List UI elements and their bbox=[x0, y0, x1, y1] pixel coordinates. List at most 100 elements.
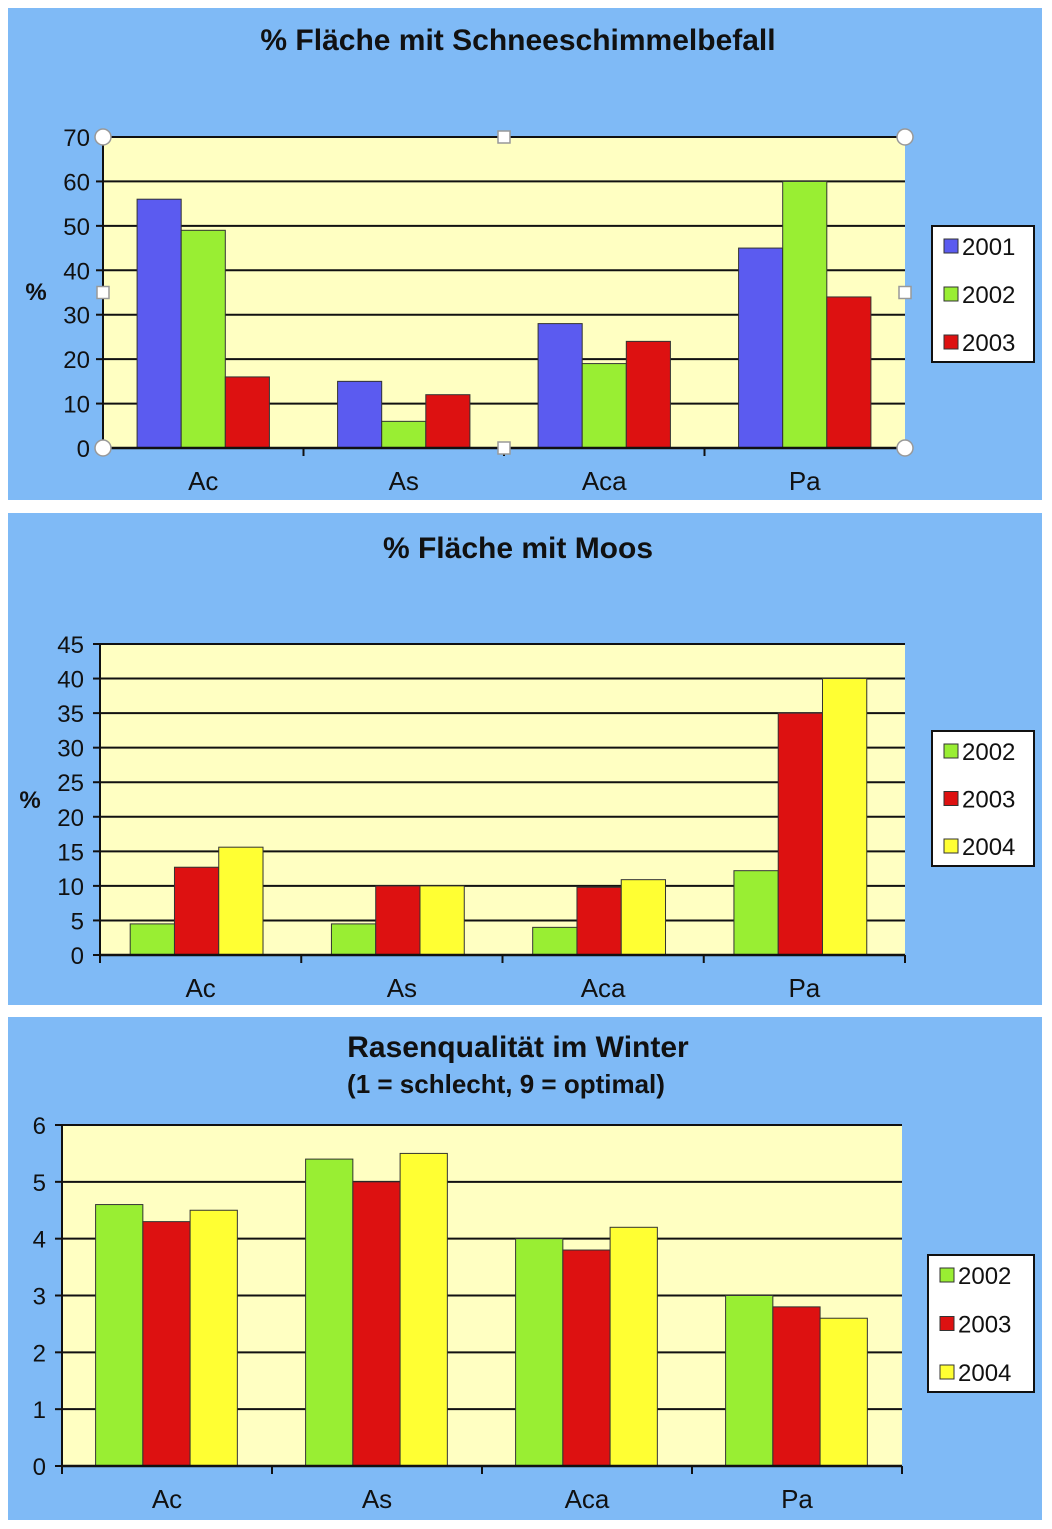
bar-2002-As bbox=[330, 923, 377, 956]
legend-swatch-2004 bbox=[939, 1364, 955, 1380]
y-tick-label: 10 bbox=[63, 392, 90, 419]
y-tick-label: 30 bbox=[57, 736, 84, 763]
legend-swatch-2003 bbox=[943, 791, 959, 806]
legend-swatch-2003 bbox=[939, 1316, 955, 1331]
chart-title: % Fläche mit Schneeschimmelbefall bbox=[260, 24, 775, 57]
y-tick-label: 10 bbox=[57, 874, 84, 901]
y-tick-label: 2 bbox=[33, 1340, 46, 1367]
legend-label: 2004 bbox=[962, 834, 1015, 861]
y-tick-label: 20 bbox=[63, 347, 90, 374]
bar-2002-Aca bbox=[532, 926, 578, 956]
bar-2004-Aca bbox=[620, 879, 667, 956]
x-tick-label: Aca bbox=[581, 973, 626, 1003]
x-tick-label: Pa bbox=[789, 466, 821, 496]
resize-handle bbox=[497, 441, 511, 455]
bar-2004-As bbox=[399, 1152, 448, 1467]
y-tick-label: 6 bbox=[33, 1113, 46, 1140]
bar-2003-Ac bbox=[224, 376, 270, 449]
y-tick-label: 3 bbox=[33, 1284, 46, 1311]
y-tick-label: 20 bbox=[57, 805, 84, 832]
y-tick-label: 60 bbox=[63, 169, 90, 196]
legend-swatch-2004 bbox=[943, 838, 959, 854]
x-tick-label: As bbox=[389, 466, 419, 496]
resize-handle bbox=[896, 439, 914, 457]
y-tick-label: 40 bbox=[63, 258, 90, 285]
bar-2002-Ac bbox=[180, 229, 226, 449]
resize-handle bbox=[96, 285, 110, 300]
legend-swatch-2003 bbox=[943, 334, 959, 350]
legend-label: 2002 bbox=[958, 1263, 1011, 1290]
bar-2004-Aca bbox=[609, 1226, 658, 1467]
legend-swatch-2002 bbox=[943, 286, 959, 302]
chart-title: % Fläche mit Moos bbox=[383, 532, 653, 565]
x-tick-label: Ac bbox=[185, 973, 215, 1003]
x-tick-label: Pa bbox=[781, 1484, 813, 1514]
resize-handle bbox=[898, 285, 912, 300]
bar-2004-Ac bbox=[189, 1209, 238, 1467]
legend-swatch-2001 bbox=[943, 238, 959, 254]
bar-2001-As bbox=[337, 380, 383, 449]
legend-label: 2003 bbox=[958, 1312, 1011, 1339]
bar-2001-Pa bbox=[738, 247, 784, 449]
bar-2002-Ac bbox=[95, 1204, 144, 1467]
y-tick-label: 4 bbox=[33, 1227, 46, 1254]
chart-3: 0 1 2 3 4 5 6 Ac As Aca Pa Rasenqualität im Winter (… bbox=[8, 1017, 1042, 1520]
y-tick-label: 50 bbox=[63, 214, 90, 241]
bar-2002-Pa bbox=[782, 180, 828, 449]
legend-label: 2001 bbox=[962, 234, 1015, 261]
bar-2003-Pa bbox=[826, 296, 872, 449]
y-axis-label: % bbox=[25, 279, 46, 306]
legend-label: 2002 bbox=[962, 282, 1015, 309]
resize-handle bbox=[94, 128, 112, 146]
x-tick-label: As bbox=[387, 973, 417, 1003]
y-tick-label: 70 bbox=[63, 125, 90, 152]
legend-label: 2002 bbox=[962, 739, 1015, 766]
bar-2003-Ac bbox=[142, 1221, 191, 1467]
legend-label: 2003 bbox=[962, 330, 1015, 357]
bar-2003-As bbox=[425, 394, 471, 449]
bar-2002-Pa bbox=[725, 1295, 774, 1467]
resize-handle bbox=[94, 439, 112, 457]
bar-2001-Ac bbox=[136, 198, 182, 449]
chart-2: 0 5 10 15 20 25 30 35 40 45 Ac As Aca Pa % Fläche mit … bbox=[8, 513, 1042, 1005]
y-tick-label: 45 bbox=[57, 632, 84, 659]
bar-2002-As bbox=[381, 420, 427, 449]
legend: 2002 2003 2004 bbox=[927, 1254, 1035, 1393]
y-tick-label: 5 bbox=[33, 1170, 46, 1197]
bar-2003-Ac bbox=[173, 866, 220, 956]
y-tick-label: 0 bbox=[71, 943, 84, 970]
bar-2003-Aca bbox=[625, 340, 671, 449]
y-tick-label: 30 bbox=[63, 303, 90, 330]
bar-2004-Pa bbox=[819, 1317, 868, 1467]
y-axis-label: % bbox=[19, 787, 40, 814]
legend-swatch-2002 bbox=[939, 1267, 955, 1283]
bar-2003-As bbox=[375, 885, 421, 956]
x-tick-label: Ac bbox=[188, 466, 218, 496]
legend-swatch-2002 bbox=[943, 743, 959, 759]
bar-2003-As bbox=[352, 1181, 401, 1467]
bar-2002-Aca bbox=[515, 1238, 564, 1467]
legend-label: 2003 bbox=[962, 787, 1015, 814]
y-tick-label: 0 bbox=[33, 1454, 46, 1481]
legend: 2002 2003 2004 bbox=[931, 730, 1035, 867]
legend-label: 2004 bbox=[958, 1360, 1011, 1387]
y-tick-label: 40 bbox=[57, 667, 84, 694]
bar-2003-Pa bbox=[777, 712, 823, 956]
resize-handle bbox=[497, 130, 511, 144]
chart-1: 0 10 20 30 40 50 60 70 Ac As Aca Pa % Fläche mit Sch… bbox=[8, 8, 1042, 500]
x-tick-label: Aca bbox=[565, 1484, 610, 1514]
bar-2002-Aca bbox=[581, 363, 627, 449]
y-tick-label: 15 bbox=[57, 839, 84, 866]
chart-title: Rasenqualität im Winter bbox=[347, 1031, 689, 1064]
y-tick-label: 1 bbox=[33, 1397, 46, 1424]
y-tick-label: 0 bbox=[77, 436, 90, 463]
bar-2002-Ac bbox=[129, 923, 175, 956]
y-tick-label: 35 bbox=[57, 701, 84, 728]
x-tick-label: Aca bbox=[582, 466, 627, 496]
y-tick-label: 25 bbox=[57, 770, 84, 797]
chart-subtitle: (1 = schlecht, 9 = optimal) bbox=[347, 1069, 665, 1099]
y-tick-label: 5 bbox=[71, 908, 84, 935]
bar-2002-As bbox=[305, 1158, 354, 1467]
x-tick-label: Pa bbox=[788, 973, 820, 1003]
